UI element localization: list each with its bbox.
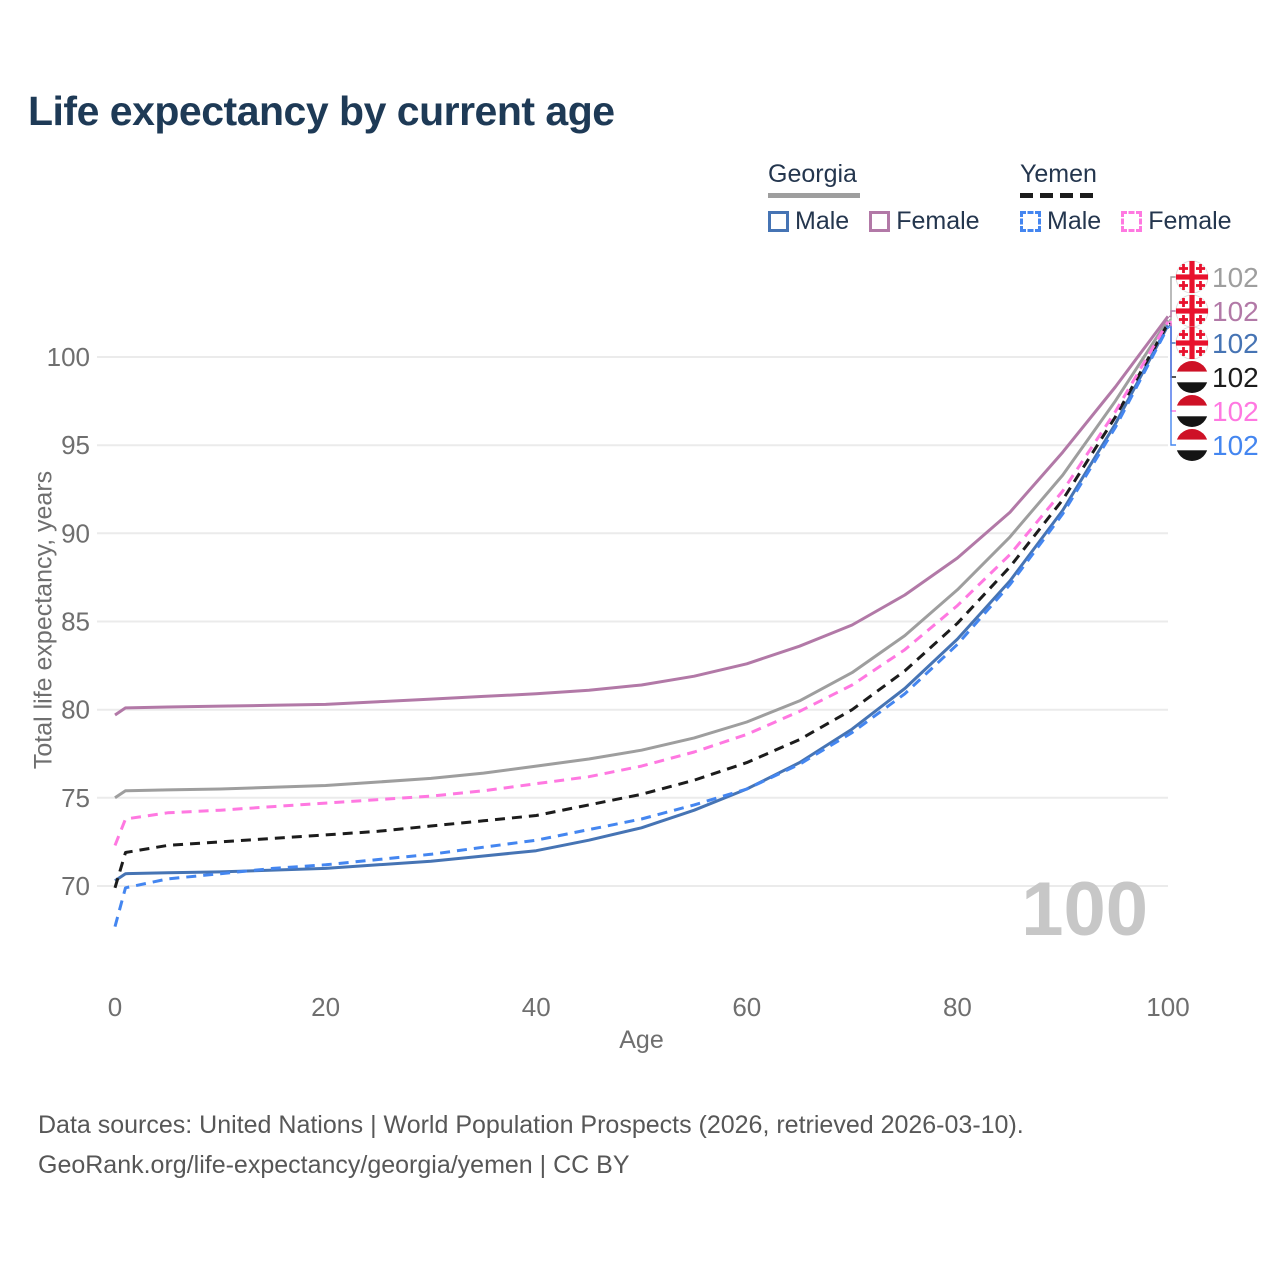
legend-country-yemen[interactable]: Yemen	[1020, 160, 1252, 198]
yemen-line-style-icon	[1020, 193, 1100, 198]
legend-item-georgia-female[interactable]: Female	[869, 207, 980, 236]
legend-item-label: Female	[896, 207, 980, 235]
y-tick-label: 100	[47, 342, 90, 372]
legend-group-georgia: Georgia Male Female	[768, 160, 1000, 236]
legend-group-yemen: Yemen Male Female	[1020, 160, 1252, 236]
georgia-flag-icon	[1175, 326, 1209, 360]
current-age-watermark: 100	[1021, 867, 1148, 952]
series-line-yemen-female[interactable]	[113, 320, 1170, 846]
series-line-georgia-total[interactable]	[114, 319, 1170, 800]
legend-item-label: Male	[795, 207, 850, 235]
x-axis-title: Age	[619, 1026, 664, 1054]
end-label-value: 102	[1212, 362, 1259, 393]
y-tick-label: 70	[61, 871, 90, 901]
end-label-leader	[1169, 322, 1177, 378]
series-line-yemen-total[interactable]	[113, 322, 1170, 889]
legend-country-georgia-label: Georgia	[768, 160, 857, 188]
end-label-leader	[1169, 310, 1177, 318]
footer-sources: Data sources: United Nations | World Pop…	[38, 1111, 1024, 1139]
end-label-value: 102	[1212, 296, 1259, 327]
georgia-line-style-icon	[768, 193, 860, 198]
y-tick-label: 75	[61, 783, 90, 813]
x-tick-label: 20	[311, 992, 340, 1022]
yemen-flag-icon	[1176, 395, 1208, 427]
x-tick-label: 0	[108, 992, 122, 1022]
x-tick-label: 40	[522, 992, 551, 1022]
footer-attribution: GeoRank.org/life-expectancy/georgia/yeme…	[38, 1151, 630, 1179]
georgia-male-swatch-icon	[768, 211, 789, 232]
y-tick-label: 85	[61, 607, 90, 637]
legend-item-georgia-male[interactable]: Male	[768, 207, 849, 236]
end-label-value: 102	[1212, 430, 1259, 461]
georgia-flag-icon	[1175, 294, 1209, 328]
georgia-flag-icon	[1175, 260, 1209, 294]
y-tick-label: 95	[61, 430, 90, 460]
end-label-leader	[1169, 326, 1177, 446]
end-label-leader	[1169, 321, 1177, 412]
legend-country-georgia[interactable]: Georgia	[768, 160, 1000, 198]
yemen-male-swatch-icon	[1020, 211, 1041, 232]
x-tick-label: 80	[943, 992, 972, 1022]
footer: Data sources: United Nations | World Pop…	[38, 1105, 1024, 1185]
end-label-value: 102	[1212, 328, 1259, 359]
x-tick-label: 60	[732, 992, 761, 1022]
legend-item-label: Male	[1047, 207, 1102, 235]
end-label-value: 102	[1212, 262, 1259, 293]
legend-item-yemen-male[interactable]: Male	[1020, 207, 1101, 236]
series-line-georgia-female[interactable]	[114, 315, 1170, 717]
x-tick-label: 100	[1146, 992, 1189, 1022]
yemen-flag-icon	[1176, 429, 1208, 461]
legend-item-label: Female	[1148, 207, 1232, 235]
page-title: Life expectancy by current age	[28, 88, 615, 134]
y-tick-label: 90	[61, 518, 90, 548]
georgia-female-swatch-icon	[869, 211, 891, 232]
yemen-flag-icon	[1176, 361, 1208, 393]
series-line-yemen-male[interactable]	[113, 326, 1170, 927]
legend-country-yemen-label: Yemen	[1020, 160, 1097, 188]
yemen-female-swatch-icon	[1121, 211, 1143, 232]
end-label-value: 102	[1212, 396, 1259, 427]
legend-items-georgia: Male Female	[768, 207, 1000, 236]
legend-items-yemen: Male Female	[1020, 207, 1252, 236]
y-tick-label: 80	[61, 695, 90, 725]
end-label-leader	[1169, 276, 1177, 321]
legend-item-yemen-female[interactable]: Female	[1121, 207, 1232, 236]
